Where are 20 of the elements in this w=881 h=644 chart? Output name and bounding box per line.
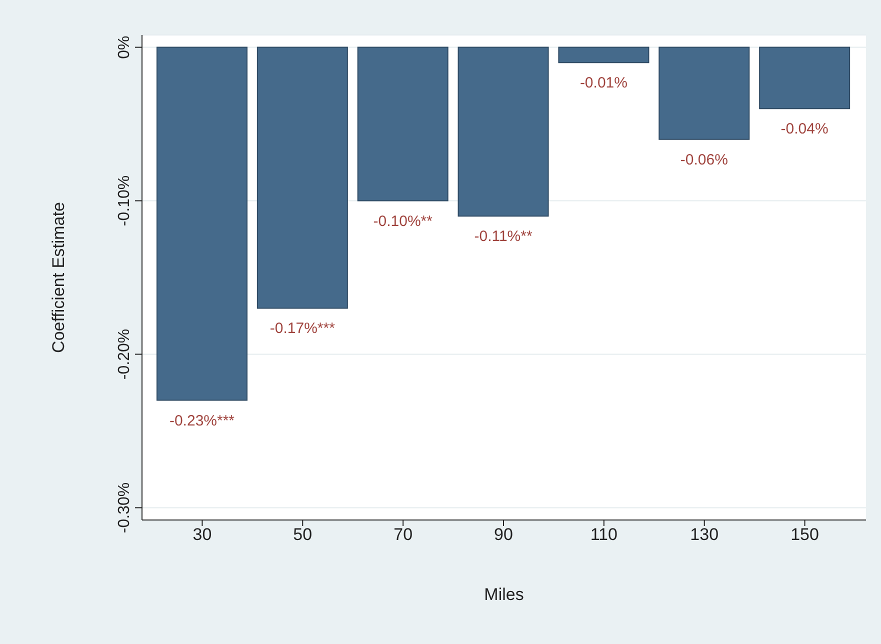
data-label: -0.23%*** [169,412,235,430]
y-tick-label: -0.10% [116,175,133,226]
y-tick-label: -0.30% [116,482,133,534]
data-label: -0.06% [680,151,728,168]
x-tick-label: 110 [590,525,618,544]
y-tick-label: 0% [116,36,133,59]
x-tick-label: 70 [394,525,413,544]
data-label: -0.04% [780,120,828,138]
data-label: -0.10%** [373,212,433,230]
x-tick-label: 130 [690,525,719,544]
data-label: -0.11%** [474,228,532,246]
x-axis-title: Miles [484,585,524,604]
x-tick-label: 50 [293,525,312,544]
x-tick-label: 150 [790,525,819,544]
x-tick-label: 90 [494,525,513,544]
y-axis-title: Coefficient Estimate [49,202,68,353]
x-tick-label: 30 [192,525,212,544]
data-label: -0.17%*** [270,320,336,338]
y-tick-label: -0.20% [116,328,133,380]
data-label: -0.01% [580,74,628,92]
